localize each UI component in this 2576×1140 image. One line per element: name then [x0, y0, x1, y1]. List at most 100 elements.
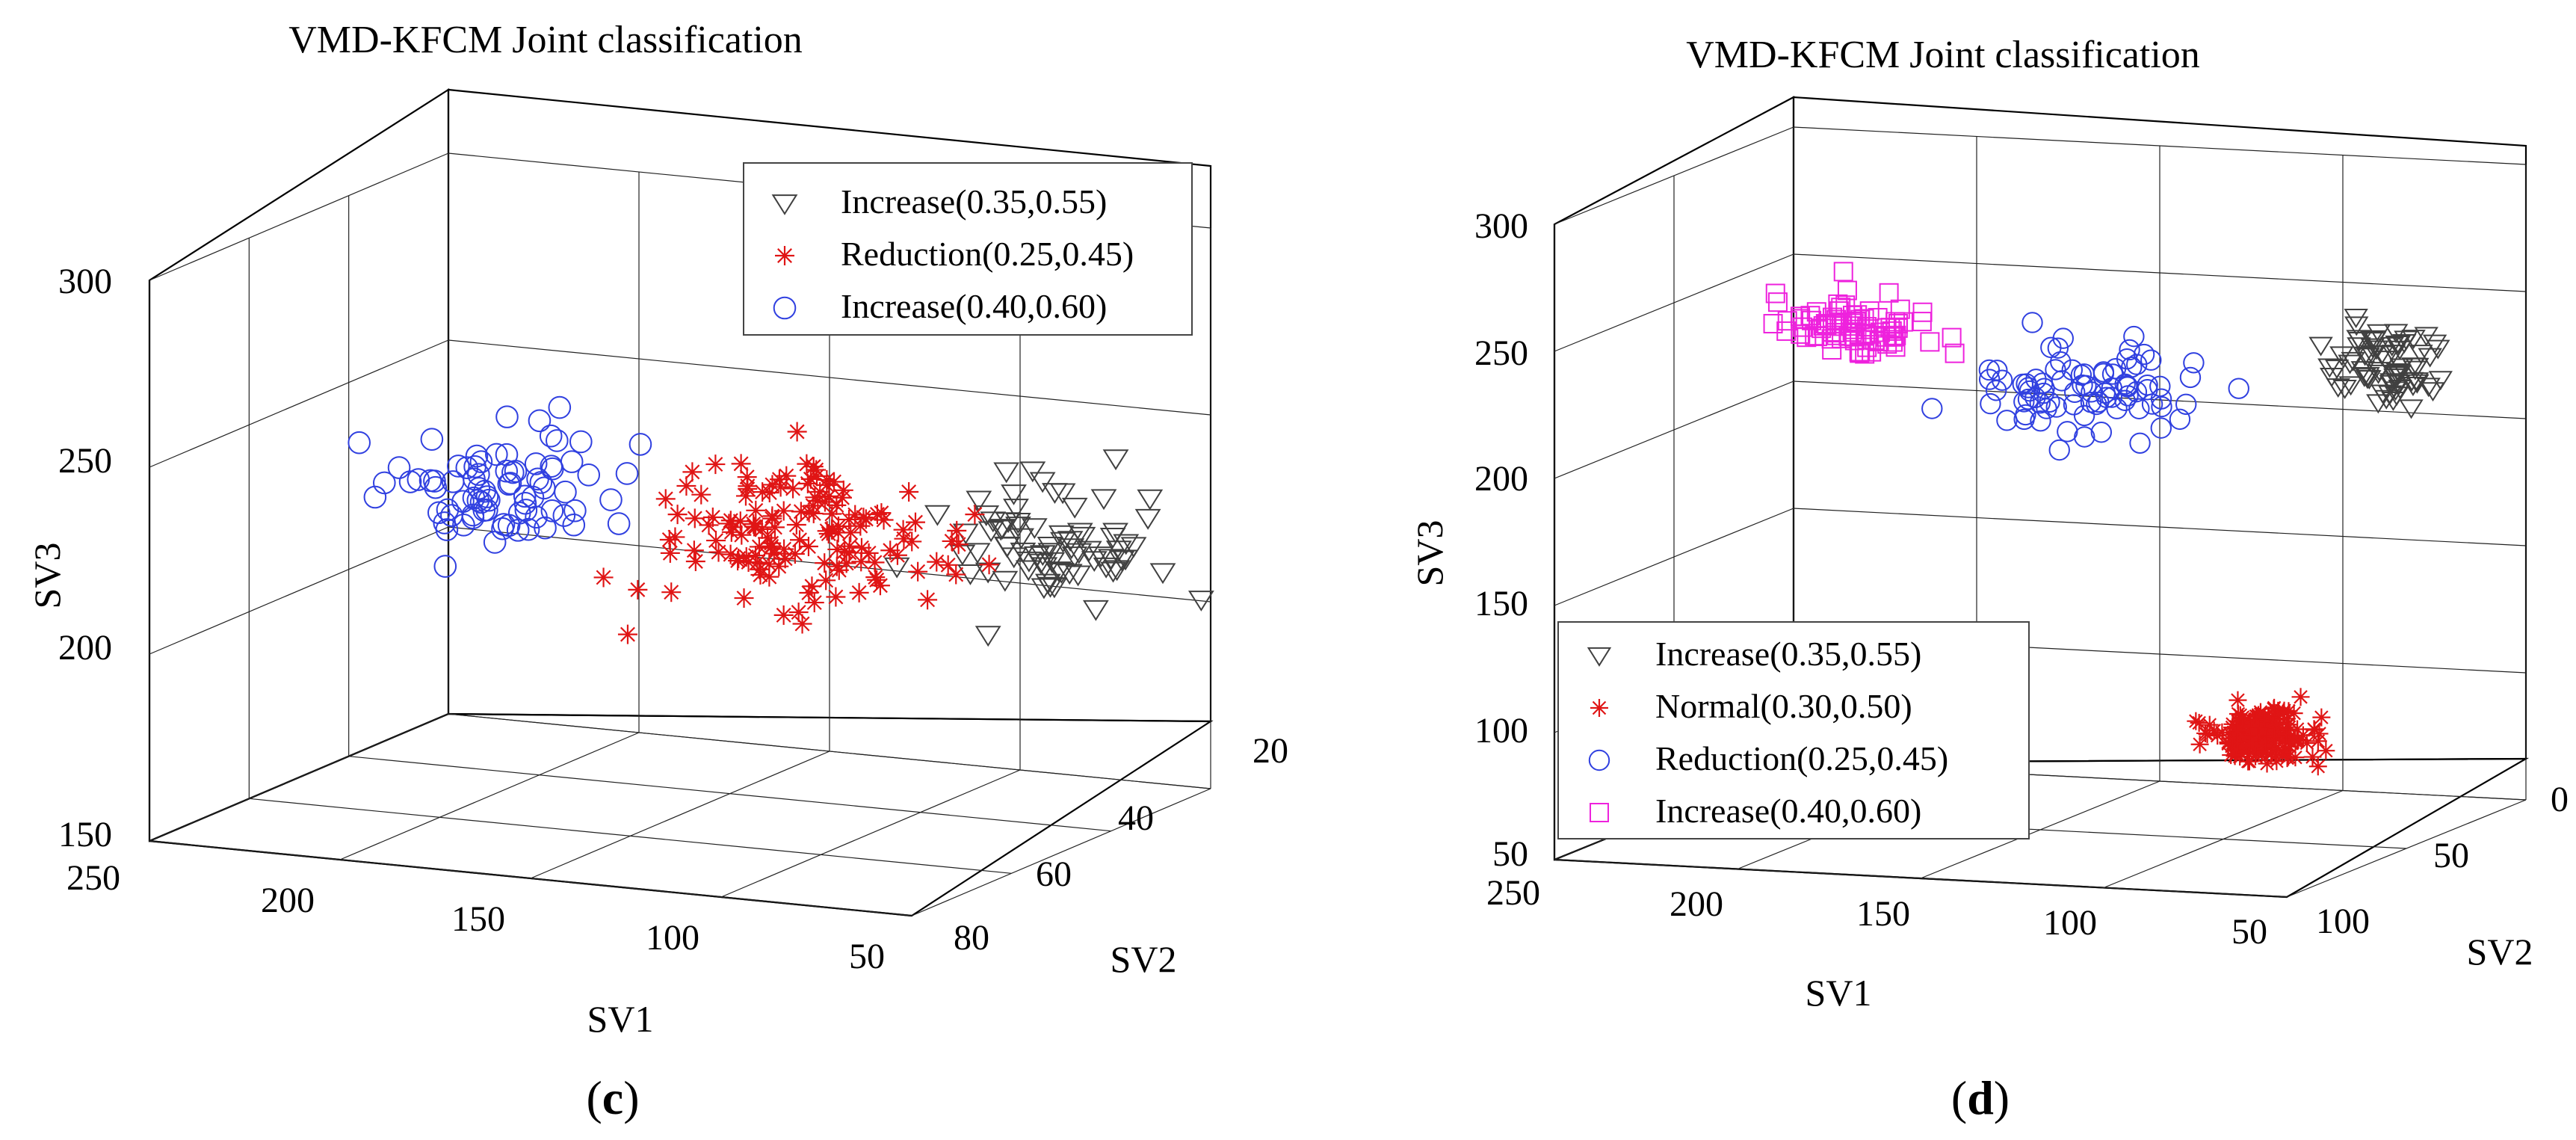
data-point-triangle-down	[1037, 543, 1064, 564]
data-point-star	[2312, 708, 2331, 727]
data-point-square	[1847, 312, 1867, 332]
data-point-circle	[2150, 417, 2172, 439]
data-point-square	[1890, 299, 1910, 319]
data-point-triangle-down	[2428, 371, 2453, 391]
data-point-star	[759, 482, 779, 502]
data-point-square	[1945, 343, 1965, 363]
gridline	[1554, 859, 2288, 898]
data-point-triangle-down	[1015, 560, 1042, 582]
data-point-circle	[539, 424, 563, 448]
data-point-star	[790, 530, 810, 550]
data-point-triangle-down	[2392, 334, 2417, 354]
data-point-square	[1868, 307, 1888, 327]
data-point-star	[946, 564, 966, 585]
data-point-circle	[2137, 379, 2158, 401]
data-point-star	[2303, 748, 2322, 766]
points-d	[1763, 262, 2453, 776]
data-point-circle	[563, 499, 587, 523]
panel-label-d: (d)	[1951, 1071, 2010, 1124]
z-tick-label: 50	[1492, 834, 1528, 874]
data-point-circle	[2129, 432, 2151, 455]
data-point-triangle-down	[2401, 330, 2426, 350]
z-tick-label: 300	[58, 262, 112, 301]
data-point-triangle-down	[973, 505, 1000, 526]
data-point-triangle-down	[1001, 547, 1028, 569]
data-point-star	[859, 543, 879, 563]
data-point-circle	[348, 431, 371, 455]
data-point-star	[817, 469, 837, 490]
x-axis-label-d: SV1	[1806, 972, 1872, 1014]
data-point-circle	[2036, 398, 2057, 419]
data-point-circle	[495, 405, 519, 428]
data-point-triangle-down	[1082, 600, 1109, 621]
data-point-star	[773, 605, 794, 625]
data-point-triangle-down	[1113, 534, 1140, 555]
z-tick-label: 150	[58, 815, 112, 854]
data-point-triangle-down	[2326, 378, 2350, 398]
data-point-star	[593, 567, 614, 588]
data-point-star	[783, 478, 803, 499]
z-axis-label-c: SV3	[26, 543, 68, 609]
data-point-star	[628, 579, 648, 600]
data-point-triangle-down	[2379, 375, 2404, 395]
data-point-triangle-down	[2381, 345, 2406, 365]
x-tick-label: 250	[67, 858, 120, 898]
data-point-star	[938, 555, 958, 575]
data-point-circle	[436, 498, 460, 522]
data-point-star	[787, 422, 807, 442]
data-point-star	[702, 507, 723, 527]
data-point-circle	[407, 468, 430, 491]
data-point-circle	[526, 467, 549, 491]
data-point-star	[2268, 718, 2287, 737]
gridline	[149, 526, 449, 655]
data-point-square	[1821, 329, 1841, 349]
data-point-square	[1859, 301, 1880, 321]
data-point-circle	[475, 498, 498, 522]
data-point-circle	[1980, 392, 2001, 415]
gridline	[720, 769, 1021, 898]
data-point-circle	[2228, 378, 2249, 399]
data-point-triangle-down	[2379, 373, 2404, 393]
data-point-star	[899, 481, 919, 502]
data-point-circle	[1991, 369, 2013, 391]
z-tick-label: 200	[58, 628, 112, 668]
data-point-star	[661, 582, 682, 603]
y-tick-label: 0	[2551, 780, 2569, 819]
data-point-circle	[1996, 410, 2018, 431]
data-point-circle	[2045, 359, 2066, 380]
data-point-triangle-down	[1004, 517, 1031, 537]
data-point-star	[880, 540, 901, 561]
data-point-square	[1912, 312, 1932, 332]
data-point-triangle-down	[977, 521, 1004, 543]
data-point-star	[750, 559, 770, 579]
z-tick-label: 250	[1474, 333, 1528, 373]
data-point-triangle-down	[1058, 538, 1085, 560]
data-point-star	[826, 587, 846, 607]
data-point-star	[723, 517, 743, 537]
z-ticks-c: 150 200 250 300	[58, 262, 112, 854]
data-point-circle	[2179, 366, 2202, 389]
x-tick-label: 200	[1670, 884, 1723, 924]
data-point-triangle-down	[2370, 384, 2395, 404]
grid-c	[149, 152, 1211, 916]
data-point-circle	[2104, 357, 2127, 380]
data-point-triangle-down	[2344, 309, 2368, 328]
data-point-circle	[607, 512, 631, 535]
data-point-circle	[2048, 439, 2070, 461]
data-point-triangle-down	[2364, 340, 2389, 360]
data-point-triangle-down	[1029, 545, 1056, 567]
data-point-circle	[773, 296, 797, 320]
data-point-triangle-down	[1087, 546, 1114, 568]
data-point-circle	[521, 485, 545, 509]
data-point-star	[792, 614, 812, 634]
data-point-circle	[2119, 339, 2140, 361]
data-point-square	[1844, 330, 1865, 351]
z-tick-label: 150	[1474, 584, 1528, 623]
y-axis-label-c: SV2	[1111, 938, 1177, 980]
data-point-circle	[501, 460, 525, 484]
gridline	[149, 713, 449, 842]
data-point-star	[948, 534, 969, 555]
data-point-triangle-down	[1066, 543, 1093, 564]
data-point-triangle-down	[994, 536, 1021, 558]
data-point-star	[833, 480, 853, 500]
